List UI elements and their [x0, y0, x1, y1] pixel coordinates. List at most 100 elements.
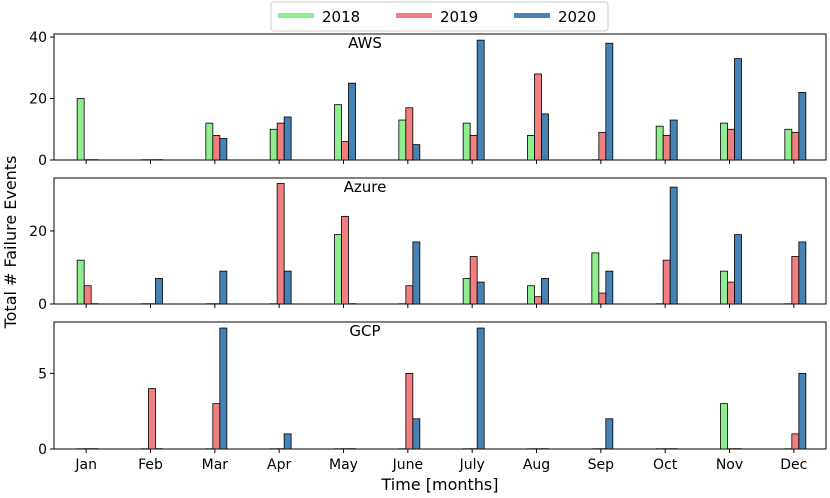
bar-2018-oct — [655, 448, 664, 450]
bar-2020-oct — [669, 186, 678, 305]
bar-2020-sep — [605, 418, 614, 450]
bar-2018-oct — [655, 303, 664, 305]
bar-2020-july — [476, 327, 485, 450]
bar-2020-oct — [669, 448, 678, 450]
x-tick-label: Nov — [716, 457, 743, 473]
bar-2018-sep — [591, 448, 600, 450]
bar-2020-june — [412, 144, 421, 161]
panel-gcp: GCP 0 5 Jan Feb Mar Apr May June July Aug Sep Oct Nov… — [38, 321, 827, 473]
legend-swatch-2020 — [514, 13, 550, 18]
bar-2019-mar — [212, 135, 221, 161]
bar-2020-feb — [155, 159, 163, 161]
legend-box — [270, 1, 609, 32]
bar-2019-nov — [727, 448, 735, 450]
bar-2020-aug — [541, 278, 549, 305]
bar-2018-feb — [141, 303, 149, 305]
bar-2020-dec — [798, 241, 807, 305]
bar-2019-july — [469, 256, 478, 305]
bar-2020-jan — [90, 159, 99, 161]
bar-2018-aug — [527, 448, 535, 450]
bar-2019-june — [405, 373, 414, 450]
bar-2020-dec — [798, 373, 807, 450]
bar-2020-mar — [219, 138, 228, 161]
bar-2020-feb — [155, 448, 163, 450]
bar-2019-nov — [727, 128, 735, 161]
bar-2018-june — [398, 119, 407, 161]
bar-2018-dec — [784, 303, 793, 305]
bar-2018-june — [398, 303, 407, 305]
bar-2020-feb — [155, 278, 163, 305]
bar-2020-may — [348, 448, 356, 450]
bar-2019-aug — [534, 448, 542, 450]
bar-2019-nov — [727, 281, 735, 305]
bar-2020-nov — [734, 448, 742, 450]
bar-2020-june — [412, 418, 421, 450]
panel-azure: Azure 0 20 — [29, 177, 827, 313]
bar-2020-sep — [605, 42, 614, 161]
bar-2020-jan — [90, 303, 99, 305]
bar-2020-nov — [734, 234, 742, 305]
y-tick-label: 20 — [29, 224, 47, 240]
bar-2019-sep — [598, 448, 607, 450]
bar-2018-nov — [720, 122, 728, 161]
bar-2020-apr — [283, 116, 292, 161]
bar-2018-feb — [141, 448, 149, 450]
bar-2018-jan — [76, 98, 85, 161]
bar-2019-feb — [148, 303, 156, 305]
y-tick-label: 20 — [29, 92, 47, 108]
bar-2018-oct — [655, 125, 664, 161]
x-tick-label: Dec — [780, 457, 807, 473]
x-tick-label: Jan — [74, 457, 97, 473]
x-tick-label: June — [392, 457, 424, 473]
x-tick-label: July — [459, 457, 485, 473]
bar-2018-dec — [784, 448, 793, 450]
y-tick-label: 0 — [38, 297, 47, 313]
bar-2019-may — [341, 141, 349, 161]
bar-2019-dec — [791, 131, 800, 161]
panel-title: AWS — [348, 34, 382, 52]
bar-2019-may — [341, 215, 349, 305]
legend-label-2020: 2020 — [558, 8, 596, 26]
bar-2020-nov — [734, 58, 742, 161]
bar-2019-july — [469, 135, 478, 161]
bar-2019-feb — [148, 388, 156, 450]
bar-2019-apr — [276, 122, 285, 161]
bar-2019-jan — [83, 285, 92, 305]
panel-aws: AWS 0 20 40 — [29, 30, 827, 169]
bar-2019-oct — [662, 448, 671, 450]
y-tick-label: 5 — [38, 366, 47, 382]
y-tick-label: 0 — [38, 153, 47, 169]
x-axis-label: Time [months] — [381, 475, 499, 494]
bar-2020-apr — [283, 433, 292, 450]
x-tick-label: May — [329, 457, 358, 473]
bar-2019-oct — [662, 135, 671, 161]
bar-2018-aug — [527, 135, 535, 161]
bar-2018-july — [462, 122, 471, 161]
bar-2018-apr — [269, 448, 278, 450]
x-tick-label: Mar — [202, 457, 229, 473]
bar-2019-july — [469, 448, 478, 450]
panel-title: GCP — [349, 322, 380, 340]
plot-frame — [53, 33, 827, 161]
x-tick-label: Sep — [588, 457, 615, 473]
plot-frame — [53, 177, 827, 305]
bar-2019-mar — [212, 303, 221, 305]
bar-2020-mar — [219, 270, 228, 305]
bar-2018-july — [462, 448, 471, 450]
legend-swatch-2019 — [396, 13, 432, 18]
bar-2019-dec — [791, 433, 800, 450]
y-tick-label: 0 — [38, 442, 47, 458]
chart-panels: AWS 0 20 40 Azure 0 20 GCP 0 5 Jan Feb Mar Apr May June… — [29, 30, 827, 473]
bar-2020-june — [412, 241, 421, 305]
bar-2018-june — [398, 448, 407, 450]
bar-2019-sep — [598, 292, 607, 305]
y-axis-label: Total # Failure Events — [1, 156, 20, 330]
plot-frame — [53, 321, 827, 450]
bar-2018-july — [462, 278, 471, 305]
bar-2018-apr — [269, 303, 278, 305]
bar-2018-sep — [591, 159, 600, 161]
bar-2019-mar — [212, 403, 221, 450]
bar-2018-aug — [527, 285, 535, 305]
